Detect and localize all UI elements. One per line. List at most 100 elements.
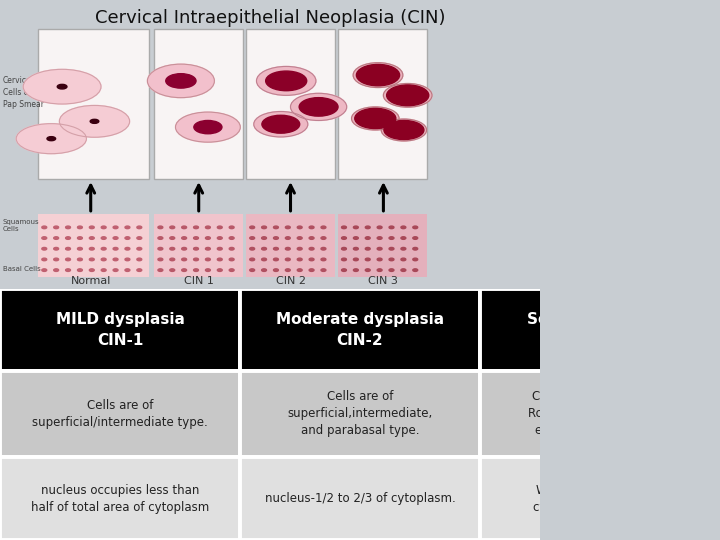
Circle shape xyxy=(274,269,279,272)
Circle shape xyxy=(413,226,418,228)
Text: Moderate dysplasia
CIN-2: Moderate dysplasia CIN-2 xyxy=(276,312,444,348)
Circle shape xyxy=(274,237,279,239)
Circle shape xyxy=(389,258,394,261)
Bar xyxy=(480,289,720,370)
Ellipse shape xyxy=(47,137,55,141)
Circle shape xyxy=(354,269,359,272)
Bar xyxy=(240,370,480,457)
Ellipse shape xyxy=(23,69,101,104)
Text: Cervical
Cells on
Pap Smear: Cervical Cells on Pap Smear xyxy=(3,76,44,109)
Circle shape xyxy=(89,269,94,272)
Circle shape xyxy=(297,237,302,239)
Ellipse shape xyxy=(354,63,403,87)
Circle shape xyxy=(413,269,418,272)
Circle shape xyxy=(66,237,71,239)
Circle shape xyxy=(297,226,302,228)
Circle shape xyxy=(42,237,47,239)
Bar xyxy=(38,29,148,179)
Text: With elongated tail of
cytoplasm-tadpole cell: With elongated tail of cytoplasm-tadpole… xyxy=(533,483,667,514)
Circle shape xyxy=(113,258,118,261)
Text: Severe dysplasia
CIN-3: Severe dysplasia CIN-3 xyxy=(527,312,672,348)
Circle shape xyxy=(181,247,186,250)
Circle shape xyxy=(377,269,382,272)
Circle shape xyxy=(558,0,702,183)
Circle shape xyxy=(42,269,47,272)
Circle shape xyxy=(250,247,255,250)
Circle shape xyxy=(194,226,199,228)
Circle shape xyxy=(401,269,406,272)
Bar xyxy=(338,29,426,179)
Ellipse shape xyxy=(351,107,399,130)
Circle shape xyxy=(341,269,346,272)
Circle shape xyxy=(217,226,222,228)
Circle shape xyxy=(285,226,290,228)
Ellipse shape xyxy=(586,20,645,112)
Circle shape xyxy=(341,258,346,261)
Ellipse shape xyxy=(603,190,657,204)
Circle shape xyxy=(341,247,346,250)
Circle shape xyxy=(401,226,406,228)
Circle shape xyxy=(377,258,382,261)
Ellipse shape xyxy=(262,115,300,133)
Circle shape xyxy=(137,258,142,261)
Circle shape xyxy=(137,226,142,228)
Bar xyxy=(246,29,335,179)
Circle shape xyxy=(205,269,210,272)
Text: CIN 1: CIN 1 xyxy=(184,276,214,286)
Circle shape xyxy=(137,247,142,250)
Circle shape xyxy=(54,258,58,261)
Circle shape xyxy=(309,269,314,272)
Ellipse shape xyxy=(589,32,628,62)
Circle shape xyxy=(274,258,279,261)
Circle shape xyxy=(285,247,290,250)
Ellipse shape xyxy=(166,73,196,88)
Circle shape xyxy=(194,258,199,261)
Circle shape xyxy=(205,226,210,228)
Circle shape xyxy=(194,247,199,250)
Circle shape xyxy=(217,258,222,261)
Circle shape xyxy=(285,258,290,261)
Circle shape xyxy=(413,247,418,250)
Circle shape xyxy=(274,247,279,250)
Circle shape xyxy=(261,269,266,272)
Circle shape xyxy=(309,226,314,228)
Text: MILD dysplasia
CIN-1: MILD dysplasia CIN-1 xyxy=(55,312,184,348)
Circle shape xyxy=(365,258,370,261)
Ellipse shape xyxy=(90,119,99,123)
Circle shape xyxy=(78,269,82,272)
Circle shape xyxy=(89,226,94,228)
Circle shape xyxy=(274,226,279,228)
Circle shape xyxy=(389,269,394,272)
Circle shape xyxy=(229,258,234,261)
Circle shape xyxy=(158,258,163,261)
Circle shape xyxy=(261,258,266,261)
Bar xyxy=(240,289,480,370)
Circle shape xyxy=(125,258,130,261)
Circle shape xyxy=(42,258,47,261)
Circle shape xyxy=(413,237,418,239)
Bar xyxy=(0,370,240,457)
Circle shape xyxy=(42,247,47,250)
Circle shape xyxy=(54,269,58,272)
Circle shape xyxy=(261,226,266,228)
Circle shape xyxy=(78,247,82,250)
Text: Basal Cells: Basal Cells xyxy=(3,266,40,272)
Ellipse shape xyxy=(384,120,424,139)
Circle shape xyxy=(250,237,255,239)
Ellipse shape xyxy=(266,71,307,91)
Circle shape xyxy=(170,237,175,239)
Circle shape xyxy=(89,247,94,250)
Circle shape xyxy=(413,258,418,261)
Circle shape xyxy=(113,226,118,228)
Text: Cells are of
superficial/intermediate type.: Cells are of superficial/intermediate ty… xyxy=(32,399,208,429)
Circle shape xyxy=(181,226,186,228)
Circle shape xyxy=(42,226,47,228)
Circle shape xyxy=(365,247,370,250)
Circle shape xyxy=(125,237,130,239)
Circle shape xyxy=(113,247,118,250)
Circle shape xyxy=(365,226,370,228)
Circle shape xyxy=(321,237,326,239)
Circle shape xyxy=(261,247,266,250)
Bar xyxy=(0,289,240,370)
Ellipse shape xyxy=(16,124,86,154)
